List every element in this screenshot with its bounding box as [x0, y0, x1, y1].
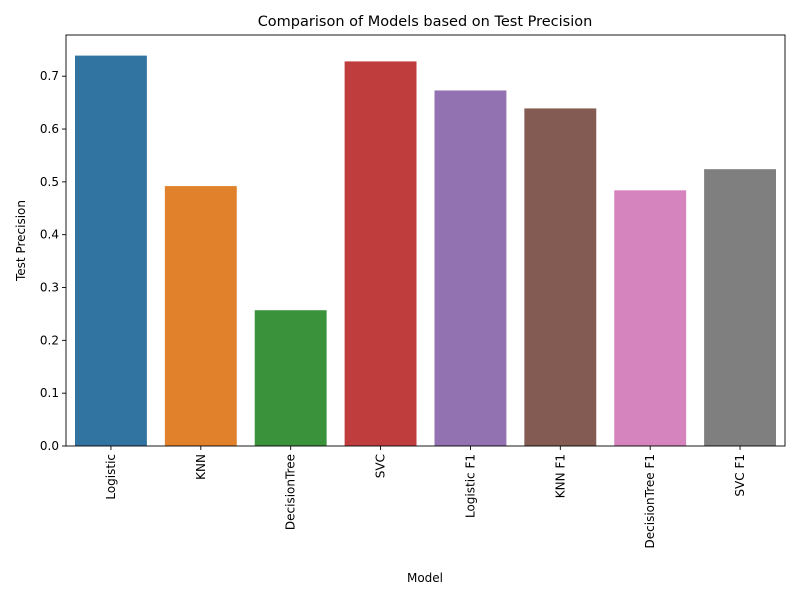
x-tick-label: DecisionTree — [284, 454, 298, 530]
y-tick-label: 0.2 — [40, 333, 59, 347]
bar-knn — [164, 186, 237, 446]
x-tick-label: KNN — [194, 454, 208, 480]
y-tick-label: 0.1 — [40, 386, 59, 400]
bar-knn-f1 — [524, 108, 597, 446]
bar-decisiontree-f1 — [614, 190, 687, 446]
y-axis: 0.0 0.1 0.2 0.3 0.4 0.5 0.6 0.7 — [40, 69, 66, 453]
y-tick-label: 0.6 — [40, 122, 59, 136]
x-tick-label: DecisionTree F1 — [643, 454, 657, 548]
bar-logistic-f1 — [434, 90, 507, 447]
x-axis: Logistic KNN DecisionTree SVC Logistic F1 KNN… — [104, 446, 747, 548]
y-tick-label: 0.7 — [40, 69, 59, 83]
x-tick-label: KNN F1 — [553, 454, 567, 498]
bar-decisiontree — [254, 310, 327, 446]
bar-svc — [344, 61, 417, 447]
plot-frame — [65, 34, 786, 447]
x-axis-title: Model — [407, 571, 443, 585]
y-tick-label: 0.4 — [40, 228, 59, 242]
y-axis-title: Test Precision — [14, 200, 28, 282]
x-tick-label: SVC F1 — [733, 454, 747, 497]
chart-title: Comparison of Models based on Test Preci… — [258, 14, 593, 30]
x-tick-label: Logistic F1 — [463, 454, 477, 518]
x-tick-label: Logistic — [104, 454, 118, 500]
y-tick-label: 0.5 — [40, 175, 59, 189]
x-tick-label: SVC — [374, 454, 388, 478]
bar-logistic — [74, 55, 147, 446]
y-tick-label: 0.3 — [40, 281, 59, 295]
y-tick-label: 0.0 — [40, 439, 59, 453]
bar-svc-f1 — [704, 169, 777, 446]
bars-group — [74, 55, 777, 447]
